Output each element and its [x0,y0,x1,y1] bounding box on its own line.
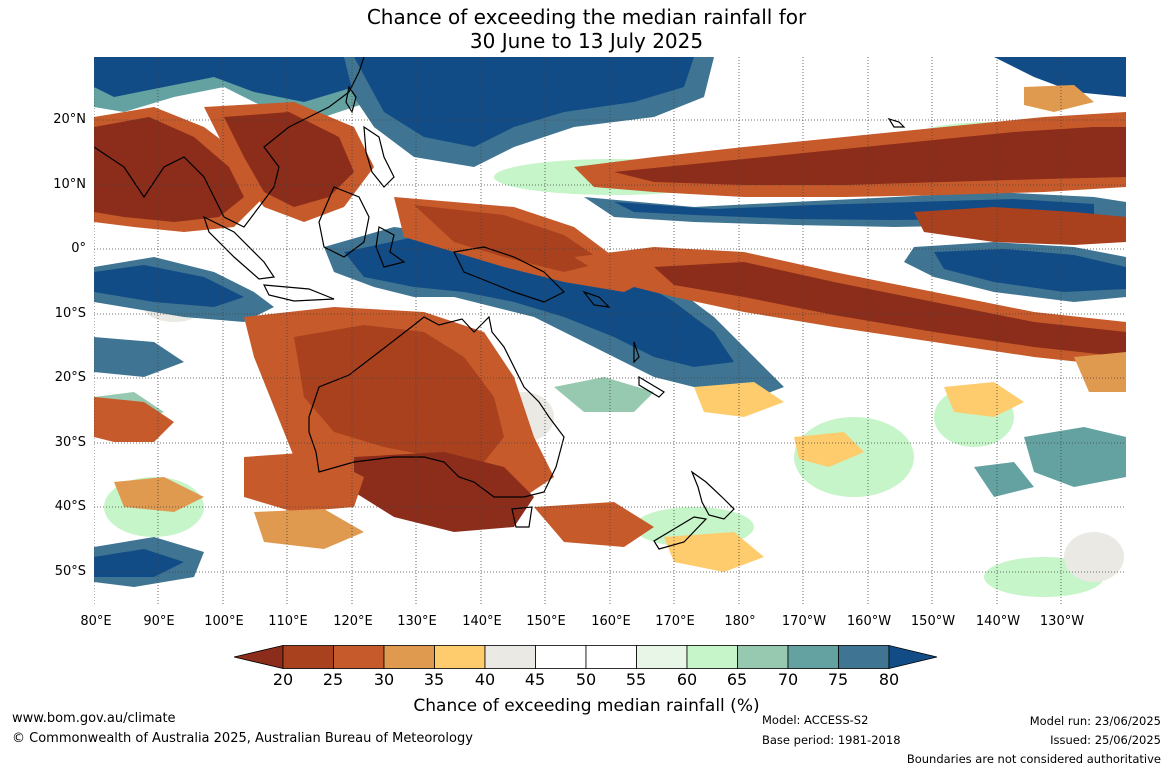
colorbar-tick-label: 45 [524,670,546,689]
lon-label: 90°E [143,614,175,629]
australia-coastline [308,315,565,498]
map-title-line1: Chance of exceeding the median rainfall … [366,5,807,29]
lon-label: 140°W [975,614,1021,629]
colorbar-tick-label: 70 [777,670,799,689]
colorbar-cell [838,645,890,669]
colorbar-tick-label: 65 [726,670,748,689]
lat-label: 20°S [54,370,86,385]
colorbar-cell [484,645,536,669]
lat-label: 40°S [54,499,86,514]
graticule [94,57,1126,605]
colorbar-title: Chance of exceeding median rainfall (%) [413,696,760,716]
colorbar-cell [636,645,688,669]
colorbar-cell [737,645,789,669]
colorbar-cell [333,645,385,669]
website-link[interactable]: www.bom.gov.au/climate [12,711,176,726]
new-zealand-north-coastline [690,470,735,520]
colorbar-tick-label: 50 [575,670,597,689]
hawaii-coastline [887,117,906,128]
lat-label: 20°N [53,112,86,127]
colorbar-tick-label: 80 [878,670,900,689]
lon-label: 110°E [268,614,308,629]
tasmania-coastline [511,506,533,528]
new-guinea-coastline [453,246,566,303]
colorbar-tick-label: 75 [827,670,849,689]
lat-label: 30°S [54,435,86,450]
model-name: Model: ACCESS-S2 [762,713,869,727]
copyright-text: © Commonwealth of Australia 2025, Austra… [12,731,473,746]
lon-label: 160°W [846,614,892,629]
colorbar-tick-label: 30 [373,670,395,689]
solomon-islands-coastline [582,290,611,308]
rainfall-map-canvas [94,57,1126,605]
colorbar-cell [234,645,284,669]
map-title: Chance of exceeding the median rainfall … [0,5,1173,53]
lon-label: 160°E [591,614,631,629]
lon-label: 100°E [204,614,244,629]
lon-label: 180° [724,614,756,629]
colorbar-cell [535,645,587,669]
boundaries-disclaimer: Boundaries are not considered authoritat… [906,752,1161,766]
colorbar-tick-label: 20 [272,670,294,689]
dry-anomaly-regions [94,85,1126,572]
lon-label: 170°E [655,614,695,629]
lon-label: 120°E [333,614,373,629]
colorbar [234,645,938,669]
colorbar-cell [434,645,486,669]
lat-label: 10°N [53,177,86,192]
lat-label: 0° [71,241,86,256]
issued-date: Issued: 25/06/2025 [1050,733,1161,747]
new-caledonia-coastline [638,375,665,398]
borneo-coastline [318,186,370,258]
colorbar-tick-label: 55 [625,670,647,689]
philippines-coastline [363,125,395,188]
vanuatu-coastline [633,341,640,364]
lon-label: 130°E [397,614,437,629]
colorbar-tick-label: 25 [322,670,344,689]
colorbar-cell [585,645,637,669]
colorbar-cell [383,645,435,669]
colorbar-cell [686,645,738,669]
colorbar-tick-label: 35 [423,670,445,689]
sulawesi-coastline [375,226,406,268]
colorbar-cell [888,645,938,669]
model-run-date: Model run: 23/06/2025 [1029,714,1161,728]
colorbar-cell [282,645,334,669]
lon-label: 140°E [462,614,502,629]
colorbar-cell [787,645,839,669]
lon-label: 170°W [781,614,827,629]
lon-label: 130°W [1039,614,1085,629]
lon-label: 150°E [526,614,566,629]
lat-label: 10°S [54,306,86,321]
lon-label: 80°E [80,614,112,629]
base-period: Base period: 1981-2018 [762,733,901,747]
colorbar-tick-label: 60 [676,670,698,689]
wet-anomaly-regions [94,57,1126,587]
colorbar-tick-label: 40 [474,670,496,689]
java-coastline [262,284,335,302]
map-title-line2: 30 June to 13 July 2025 [469,29,704,53]
lat-label: 50°S [54,564,86,579]
asia-coastline [94,57,365,228]
sumatra-coastline [202,215,276,280]
rainfall-map [94,57,1126,605]
lon-label: 150°W [910,614,956,629]
